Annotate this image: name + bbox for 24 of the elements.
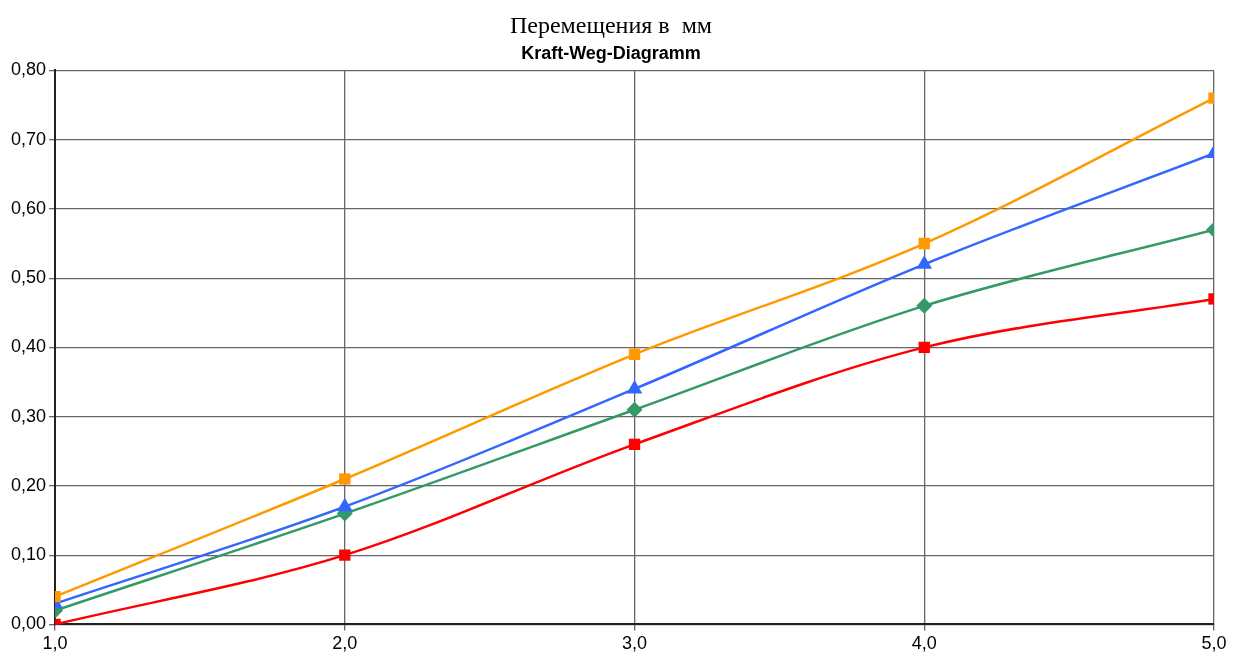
x-tick-label: 5,0 <box>1201 633 1227 654</box>
y-tick-label: 0,50 <box>10 267 47 288</box>
point <box>918 237 930 250</box>
y-tick-label: 0,60 <box>10 197 47 218</box>
point <box>339 549 351 561</box>
y-tick-label: 0,20 <box>10 474 47 495</box>
point <box>918 341 930 354</box>
point <box>628 438 641 451</box>
x-tick-label: 3,0 <box>622 633 648 654</box>
y-tick-label: 0,70 <box>10 128 47 149</box>
point <box>916 297 933 314</box>
y-tick-label: 0,40 <box>10 336 47 357</box>
y-tick-label: 0,80 <box>10 59 47 80</box>
x-tick-label: 2,0 <box>332 633 358 654</box>
chart-title: Перемещения в мм <box>509 11 713 38</box>
x-tick-label: 4,0 <box>911 633 937 654</box>
x-tick-label: 1,0 <box>42 633 68 654</box>
point <box>626 401 643 418</box>
chart-subtitle: Kraft-Weg-Diagramm <box>521 42 701 63</box>
y-tick-label: 0,10 <box>10 544 47 565</box>
y-tick-label: 0,00 <box>10 613 47 634</box>
point <box>339 473 351 485</box>
point <box>628 348 641 360</box>
y-tick-label: 0,30 <box>10 405 47 426</box>
